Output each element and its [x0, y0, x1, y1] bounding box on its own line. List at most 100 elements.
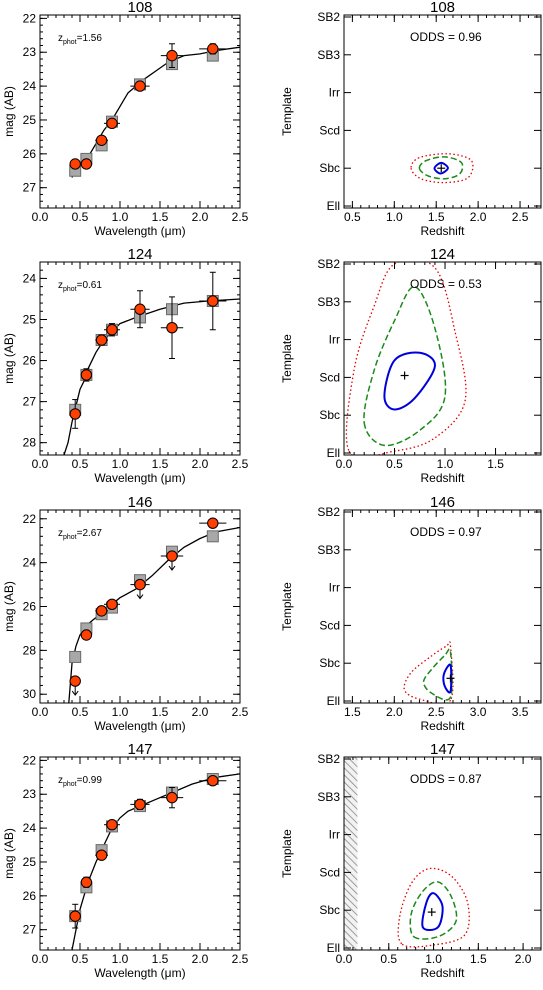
upper-limit-arrowhead [136, 594, 144, 600]
template-tick-label: SB3 [317, 790, 340, 804]
x-tick-label: 2.5 [232, 457, 249, 471]
y-tick-label: 26 [23, 354, 37, 368]
x-tick-label: 0.5 [380, 952, 397, 966]
observed-flux-point [106, 324, 118, 336]
panel-title: 124 [430, 246, 455, 263]
x-tick-label: 0.5 [72, 457, 89, 471]
x-axis-label: Wavelength (μm) [94, 224, 185, 238]
observed-flux-point [134, 578, 146, 591]
y-axis-label: mag (AB) [2, 86, 16, 137]
y-axis-label: mag (AB) [2, 333, 16, 384]
y-tick-label: 22 [23, 753, 37, 767]
panel-title: 146 [430, 494, 455, 511]
zphot-sub: phot [63, 286, 77, 293]
template-tick-label: Scd [319, 123, 340, 137]
observed-flux-point [166, 322, 178, 334]
x-tick-label: 3.5 [512, 705, 529, 719]
x-tick-label: 2.0 [192, 210, 209, 224]
panel-title: 147 [127, 741, 152, 758]
odds-label: ODDS = 0.96 [410, 30, 482, 44]
x-tick-label: 0.0 [336, 457, 353, 471]
template-tick-label: Sbc [319, 903, 340, 917]
y-tick-label: 23 [23, 787, 37, 801]
x-tick-label: 1.0 [112, 952, 129, 966]
plot-area [68, 517, 240, 703]
y-tick-label: 27 [23, 923, 37, 937]
observed-flux-point [69, 675, 81, 687]
y-tick-label: 26 [23, 147, 37, 161]
upper-limit-arrowhead [71, 690, 79, 696]
x-tick-label: 1.0 [425, 952, 442, 966]
zphot-z: z [58, 280, 63, 291]
sed-panel-108: 108 0.0 0.5 1.0 1.5 2.0 2.5 22 23 24 25 26 27 Wavelen… [2, 0, 249, 238]
observed-flux-point [95, 849, 108, 861]
x-tick-label: 1.5 [152, 952, 169, 966]
x-tick-label: 1.0 [112, 457, 129, 471]
observed-flux-point [166, 550, 178, 562]
zphot-z: z [58, 775, 63, 786]
template-spectrum-line [68, 526, 240, 703]
y-axis-label: Template [280, 582, 294, 631]
x-tick-label: 1.5 [470, 952, 487, 966]
x-tick-label: 2.0 [386, 705, 403, 719]
red-confidence-contour [410, 153, 474, 184]
red-confidence-contour [345, 262, 467, 455]
green-confidence-contour [418, 156, 464, 180]
y-tick-label: 24 [23, 821, 37, 835]
y-tick-label: 24 [23, 79, 37, 93]
template-tick-label: Ell [327, 694, 340, 708]
zphot-value: =0.99 [77, 775, 103, 786]
x-tick-label: 2.5 [232, 210, 249, 224]
observed-flux-point [166, 49, 178, 62]
x-tick-label: 1.5 [152, 210, 169, 224]
plot-area [63, 271, 240, 455]
x-tick-label: 0.5 [72, 210, 89, 224]
x-axis-label: Redshift [420, 471, 465, 485]
zphot-label: zphot=0.61 [58, 280, 102, 293]
x-tick-label: 1.0 [386, 210, 403, 224]
template-tick-label: SB2 [317, 10, 340, 24]
y-tick-label: 27 [23, 395, 37, 409]
y-tick-label: 25 [23, 855, 37, 869]
x-tick-label: 0.0 [336, 952, 353, 966]
redshift-panel-146: 146 1.5 2.0 2.5 3.0 3.5 Ell Sbc Scd Irr SB3 SB2 Reds… [280, 494, 542, 733]
y-axis-label: Template [280, 829, 294, 878]
odds-label: ODDS = 0.87 [410, 772, 482, 786]
zphot-z: z [58, 528, 63, 539]
zphot-value: =2.67 [77, 528, 103, 539]
template-spectrum-line [71, 46, 240, 178]
green-confidence-contour [363, 285, 447, 447]
model-flux-square [69, 650, 82, 663]
redshift-panel-147: 147 0.0 0.5 1.0 1.5 2.0 Ell Sbc Scd Irr SB3 SB2 Reds… [280, 741, 542, 980]
template-tick-label: SB2 [317, 505, 340, 519]
x-axis-label: Wavelength (μm) [94, 471, 185, 485]
observed-flux-point [134, 80, 146, 92]
panel-title: 108 [430, 0, 455, 16]
sed-panel-146: 146 0.0 0.5 1.0 1.5 2.0 2.5 22 24 26 28 30 Wavelengt… [2, 494, 249, 733]
x-axis-label: Wavelength (μm) [94, 966, 185, 980]
panel-title: 147 [430, 741, 455, 758]
observed-flux-point [207, 295, 219, 307]
y-tick-label: 26 [23, 889, 37, 903]
x-tick-label: 0.0 [32, 952, 49, 966]
observed-flux-point [69, 158, 81, 170]
x-tick-label: 2.5 [232, 952, 249, 966]
y-tick-label: 26 [23, 600, 37, 614]
y-tick-label: 22 [23, 512, 37, 526]
plot-area [410, 153, 474, 184]
observed-flux-point [69, 910, 81, 922]
plot-area [69, 773, 240, 950]
x-tick-label: 3.0 [470, 705, 487, 719]
plot-area [69, 43, 240, 178]
template-tick-label: Ell [327, 446, 340, 460]
zphot-label: zphot=0.99 [58, 775, 102, 788]
x-tick-label: 0.5 [344, 210, 361, 224]
y-tick-label: 30 [23, 687, 37, 701]
zphot-label: zphot=2.67 [58, 528, 102, 541]
template-tick-label: Irr [329, 333, 340, 347]
plot-area [344, 757, 470, 950]
redshift-panel-108: 108 0.5 1.0 1.5 2.0 2.5 Ell Sbc Scd Irr SB3 SB2 Reds… [280, 0, 542, 238]
x-tick-label: 0.5 [72, 952, 89, 966]
observed-flux-point [106, 117, 118, 130]
excluded-region-hatch [344, 757, 358, 950]
